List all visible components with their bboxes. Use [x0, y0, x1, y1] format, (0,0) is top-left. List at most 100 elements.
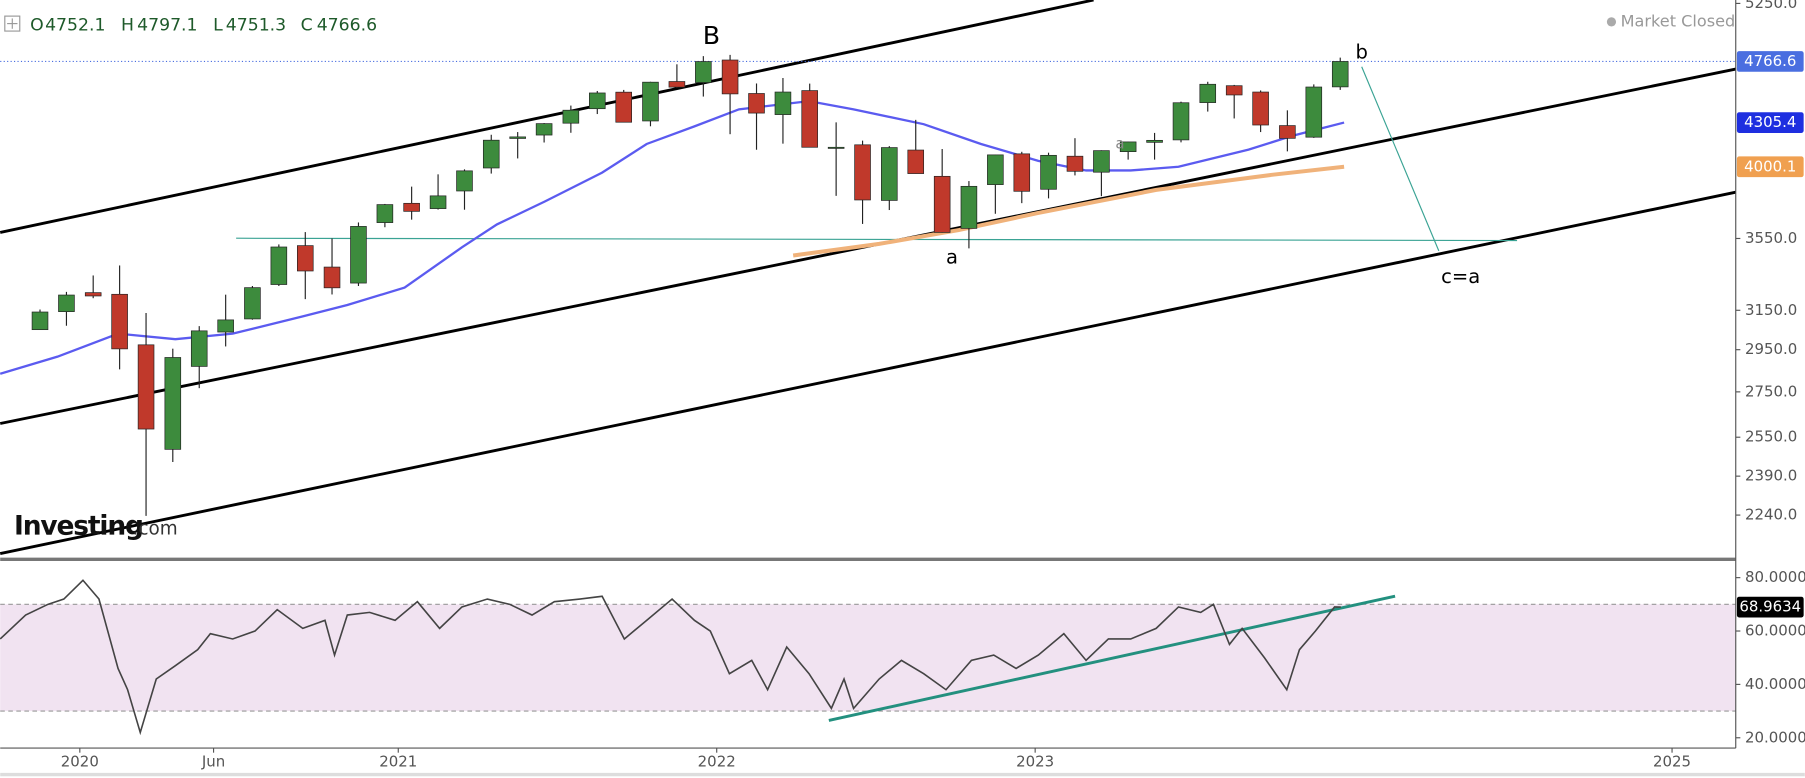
candle-body — [58, 294, 75, 312]
candle-body — [1305, 86, 1323, 138]
y-tick-label: 3150.0 — [1745, 301, 1797, 319]
wave-label: c=a — [1441, 265, 1480, 288]
candle-body — [615, 91, 632, 123]
candle-body — [31, 311, 49, 331]
candle-body — [323, 266, 341, 289]
market-status: Market Closed — [1621, 11, 1736, 30]
channel-line — [0, 190, 1737, 555]
candle-body — [270, 246, 288, 285]
candle-body — [1013, 153, 1031, 192]
candle-body — [748, 93, 765, 114]
candle-body — [721, 59, 739, 95]
moving-average-label: 4305.4 — [1744, 113, 1796, 131]
x-tick-label: 2020 — [61, 752, 99, 770]
candle-body — [244, 287, 261, 320]
candle-body — [84, 292, 102, 297]
wave-label: b — [1355, 40, 1367, 63]
candle-body — [403, 202, 420, 212]
candle-body — [1146, 139, 1163, 143]
candle-body — [1172, 102, 1190, 141]
moving-average-label-box — [1736, 112, 1804, 133]
moving-average-label-box — [1736, 156, 1804, 178]
x-tick-label: 2022 — [698, 752, 736, 770]
moving-average-label: 4000.1 — [1744, 157, 1796, 175]
collapse-icon[interactable] — [4, 15, 21, 32]
last-price-label: 4766.6 — [1744, 52, 1796, 70]
candle-body — [987, 154, 1004, 185]
ohlc-value: 4766.6 — [317, 15, 377, 35]
candle-body — [350, 226, 367, 284]
candle-body — [562, 109, 580, 124]
channel-line — [0, 0, 1094, 234]
candle-body — [854, 144, 871, 201]
ohlc-value: 4752.1 — [45, 15, 105, 35]
candle-body — [190, 330, 208, 367]
brand-logo: Investing — [14, 511, 143, 542]
status-dot — [1606, 17, 1617, 27]
candle-body — [217, 319, 234, 333]
ohlc-label: H — [121, 15, 134, 35]
x-tick-label: 2023 — [1016, 752, 1054, 770]
candle-body — [456, 170, 473, 192]
ohlc-label: L — [213, 15, 223, 35]
y-tick-label: 2240.0 — [1745, 506, 1797, 524]
candle-body — [1093, 150, 1110, 173]
candle-body — [111, 293, 128, 350]
rsi-y-tick-label: 20.0000 — [1745, 728, 1805, 746]
ohlc-value: 4797.1 — [137, 15, 197, 35]
y-tick-label: 2390.0 — [1745, 467, 1797, 485]
candle-body — [1040, 154, 1057, 190]
moving-average — [0, 99, 1345, 375]
moving-average — [792, 164, 1345, 258]
candle-body — [642, 81, 659, 122]
rsi-trend-line — [828, 594, 1396, 722]
last-price-label-box — [1736, 51, 1804, 72]
candle-body — [429, 195, 447, 209]
candle-body — [137, 344, 155, 430]
candle-body — [589, 92, 606, 110]
plot — [0, 54, 1736, 736]
candle-body — [774, 91, 792, 115]
x-tick-label: Jun — [201, 752, 225, 770]
candle-body — [1119, 141, 1137, 152]
support-line — [236, 237, 1518, 242]
candle-body — [1066, 155, 1084, 172]
x-tick-label: 2021 — [379, 752, 417, 770]
rsi-value-label-box — [1736, 596, 1804, 618]
candle-body — [1225, 85, 1243, 96]
candle-body — [907, 149, 925, 174]
wave-label: a — [1115, 134, 1124, 152]
rsi-y-tick-label: 40.0000 — [1745, 675, 1805, 693]
candle-body — [482, 139, 500, 169]
rsi-y-tick-label: 80.0000 — [1745, 568, 1805, 586]
candle-body — [668, 81, 686, 88]
rsi-value-label: 68.9634 — [1739, 598, 1801, 616]
candle-body — [960, 185, 978, 229]
ohlc-label: O — [30, 15, 44, 35]
y-tick-label: 2750.0 — [1745, 382, 1797, 400]
candle-body — [164, 357, 182, 450]
y-tick-label: 5250.0 — [1745, 0, 1797, 12]
candle-body — [881, 147, 898, 201]
candle-body — [1331, 61, 1349, 88]
candle-body — [1252, 91, 1269, 126]
candle-body — [695, 61, 712, 83]
brand-logo-suffix: .com — [133, 518, 178, 539]
candle-body — [297, 245, 314, 272]
ohlc-value: 4751.3 — [226, 15, 286, 35]
axes: 5250.0 3550.0 3150.0 2950.0 2750.0 2550.0 2390… — [61, 0, 1805, 770]
candle-body — [933, 175, 951, 233]
rsi-y-tick-label: 60.0000 — [1745, 622, 1805, 640]
wave-label: a — [946, 245, 958, 268]
ohlc-header: O 4752.1 H 4797.1 L 4751.3 C 4766.6 — [30, 15, 377, 35]
rsi-line — [0, 579, 1341, 736]
x-tick-label: 2025 — [1653, 752, 1691, 770]
y-tick-label: 3550.0 — [1745, 229, 1797, 247]
wave-label: B — [703, 21, 720, 50]
candle-body — [376, 204, 394, 223]
rsi-band — [0, 604, 1736, 712]
y-tick-label: 2550.0 — [1745, 428, 1797, 446]
ohlc-label: C — [301, 15, 313, 35]
rsi-panel — [0, 603, 1736, 712]
